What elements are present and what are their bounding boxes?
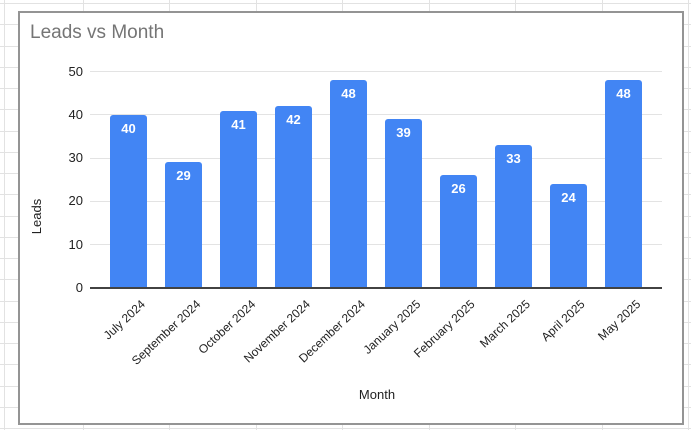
sheet-gridline (4, 0, 5, 430)
sheet-gridline (0, 3, 691, 4)
bar-march-2025[interactable] (495, 145, 532, 288)
gridline-y-40 (90, 114, 662, 116)
gridline-y-10 (90, 244, 662, 246)
bar-january-2025[interactable] (385, 119, 422, 288)
bar-may-2025[interactable] (605, 80, 642, 288)
bar-april-2025[interactable] (550, 184, 587, 288)
gridline-y-20 (90, 200, 662, 202)
y-tick-label-30: 30 (68, 150, 83, 166)
bar-value-label-april-2025: 24 (561, 190, 576, 206)
chart-title: Leads vs Month (30, 22, 165, 43)
y-axis-title: Leads (29, 198, 44, 235)
bar-value-label-july-2024: 40 (121, 120, 136, 136)
y-tick-label-50: 50 (68, 63, 83, 79)
bar-value-label-december-2024: 48 (341, 86, 356, 102)
y-tick-label-0: 0 (75, 280, 83, 295)
chart-area: Leads vs Month 0 10 20 30 40 50 40 July 2024 29 S… (20, 13, 682, 423)
x-axis-title: Month (358, 387, 396, 402)
bar-value-label-november-2024: 42 (286, 112, 301, 128)
x-axis-line (90, 287, 662, 289)
x-tick-label-march-2025: March 2025 (477, 297, 534, 351)
bar-september-2024[interactable] (165, 162, 202, 288)
x-tick-label-april-2025: April 2025 (538, 297, 589, 345)
bar-value-label-october-2024: 41 (231, 116, 246, 132)
bar-value-label-september-2024: 29 (176, 168, 191, 184)
bar-value-label-may-2025: 48 (616, 86, 631, 102)
sheet-gridline (688, 0, 689, 430)
bar-value-label-march-2025: 33 (506, 151, 521, 167)
bar-july-2024[interactable] (110, 114, 147, 288)
x-tick-label-may-2025: May 2025 (594, 297, 644, 344)
chart-widget[interactable]: Leads vs Month 0 10 20 30 40 50 40 July 2024 29 S… (18, 11, 684, 425)
gridline-y-50 (90, 71, 662, 72)
bar-december-2024[interactable] (330, 80, 367, 288)
bar-october-2024[interactable] (220, 110, 257, 288)
bar-november-2024[interactable] (275, 106, 312, 288)
gridline-y-30 (90, 157, 662, 159)
x-tick-label-july-2024: July 2024 (100, 297, 149, 343)
bar-february-2025[interactable] (440, 175, 477, 288)
y-tick-label-40: 40 (68, 106, 83, 122)
y-tick-label-10: 10 (68, 236, 83, 252)
bar-value-label-february-2025: 26 (451, 181, 466, 197)
bar-value-label-january-2025: 39 (396, 125, 411, 141)
sheet-gridline (0, 428, 691, 429)
y-tick-label-20: 20 (68, 193, 83, 209)
